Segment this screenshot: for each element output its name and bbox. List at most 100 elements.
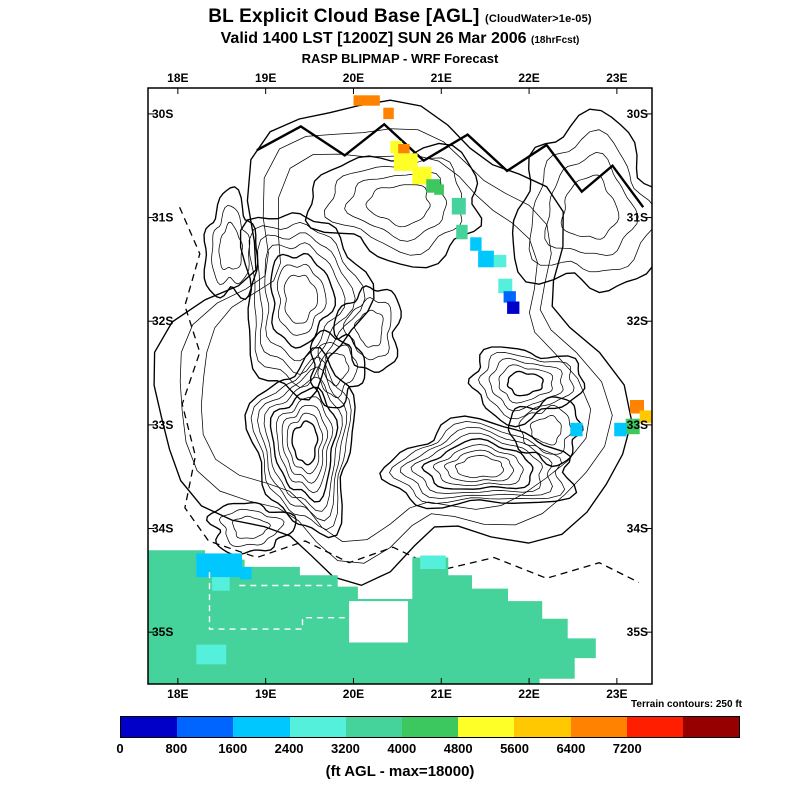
forecast-note: (18hrFcst) <box>531 35 580 46</box>
colorbar-tick-label: 5600 <box>500 741 529 756</box>
lat-tick-label-right: 35S <box>627 625 648 639</box>
header: BL Explicit Cloud Base [AGL] (CloudWater… <box>0 6 800 66</box>
bold-terrain-contour <box>256 122 645 208</box>
cloudbase-cell <box>507 301 520 314</box>
lat-tick-label-right: 30S <box>627 107 648 121</box>
terrain-contour <box>244 346 356 539</box>
terrain-contour <box>281 405 329 484</box>
lat-tick-label-right: 32S <box>627 314 648 328</box>
terrain-contour <box>304 142 483 269</box>
cloudbase-cell <box>383 107 394 120</box>
terrain-contour <box>323 157 463 256</box>
colorbar-segment-2 <box>233 717 290 737</box>
terrain-contour <box>421 438 534 490</box>
cloudbase-cell <box>398 144 410 157</box>
colorbar-segment-0 <box>121 717 178 737</box>
terrain-contour <box>444 449 514 483</box>
terrain-contour <box>153 99 633 587</box>
terrain-contour <box>276 263 327 336</box>
colorbar-segment-5 <box>401 717 459 737</box>
colorbar-tick-label: 0 <box>116 741 124 756</box>
lon-tick-label-top: 22E <box>518 71 539 85</box>
terrain-contour <box>283 274 318 324</box>
terrain-contour <box>511 108 652 294</box>
terrain-contour <box>232 515 271 539</box>
terrain-contour <box>529 415 562 446</box>
lon-tick-label-top: 20E <box>343 71 364 85</box>
terrain-contour <box>317 342 358 398</box>
colorbar-segment-8 <box>570 717 627 737</box>
cloudbase-cell <box>639 410 652 423</box>
terrain-contour <box>218 508 285 547</box>
clear-notch <box>349 601 408 643</box>
cloudbase-cell <box>196 553 242 578</box>
lon-tick-label-bottom: 23E <box>606 687 627 701</box>
lon-tick-label-bottom: 22E <box>518 687 539 701</box>
cloudbase-cell <box>470 237 482 251</box>
lon-tick-label-top: 18E <box>167 71 188 85</box>
valid-time: Valid 1400 LST [1200Z] SUN 26 Mar 2006 <box>220 30 527 47</box>
cloudbase-cell <box>630 400 644 414</box>
cloudbase-cell <box>393 153 418 171</box>
colorbar-segment-6 <box>458 717 515 737</box>
terrain-contour <box>343 297 392 361</box>
cloudbase-cell <box>212 577 230 591</box>
terrain-contour <box>286 412 324 475</box>
terrain-contour <box>454 455 505 479</box>
cloudbase-cell <box>420 555 446 569</box>
cloudbase-cell <box>390 140 402 154</box>
colorbar-tick-label: 4800 <box>443 741 473 756</box>
terrain-contour <box>203 186 259 301</box>
lat-tick-label-left: 34S <box>152 522 173 536</box>
terrain-contour <box>324 352 350 387</box>
terrain-contour <box>353 309 384 348</box>
colorbar-tick-label: 800 <box>165 741 188 756</box>
terrain-contour <box>263 376 343 512</box>
terrain-contour <box>276 396 334 494</box>
terrain-contour <box>269 386 339 503</box>
colorbar-caption: (ft AGL - max=18000) <box>325 763 475 780</box>
dashed-terrain-contour <box>179 206 640 583</box>
cloudbase-cell <box>478 250 494 268</box>
terrain-contour <box>506 370 544 397</box>
terrain-contour <box>365 184 431 228</box>
terrain-contour <box>211 205 251 286</box>
colorbar-segment-3 <box>289 717 346 737</box>
lon-tick-label-top: 19E <box>255 71 276 85</box>
cloudbase-cell <box>614 422 627 437</box>
terrain-contour <box>410 432 543 494</box>
lon-tick-label-bottom: 21E <box>431 687 452 701</box>
colorbar-segment-7 <box>514 717 571 737</box>
lat-tick-label-right: 31S <box>627 211 648 225</box>
cloudbase-cell <box>353 95 380 106</box>
lon-tick-label-top: 21E <box>431 71 452 85</box>
terrain-contour <box>560 174 620 240</box>
colorbar-tick-label: 7200 <box>612 741 642 756</box>
cloudbase-cell <box>494 254 507 268</box>
valid-line: Valid 1400 LST [1200Z] SUN 26 Mar 2006 (… <box>0 30 800 48</box>
terrain-contour <box>379 415 578 510</box>
colorbar-tick-label: 2400 <box>274 741 304 756</box>
cloudbase-cell <box>456 224 468 240</box>
lat-tick-label-left: 32S <box>152 314 173 328</box>
white-dashed-boundary <box>208 572 345 630</box>
terrain-contour <box>205 501 297 556</box>
lat-tick-label-left: 30S <box>152 107 173 121</box>
map-content <box>148 95 652 684</box>
terrain-contour <box>264 242 346 362</box>
title-line: BL Explicit Cloud Base [AGL] (CloudWater… <box>0 6 800 28</box>
cloudbase-cell <box>451 197 466 215</box>
lon-tick-label-bottom: 18E <box>167 687 188 701</box>
cloudbase-cell <box>498 278 513 294</box>
colorbar-tick-label: 6400 <box>556 741 586 756</box>
terrain-contour <box>518 405 572 455</box>
colorbar <box>120 716 740 738</box>
colorbar-segment-4 <box>345 717 402 737</box>
terrain-contour <box>250 356 352 531</box>
terrain-contour <box>488 357 564 412</box>
terrain-contour <box>257 232 356 375</box>
lon-tick-label-top: 23E <box>606 71 627 85</box>
terrain-contour <box>389 421 566 504</box>
cloudbase-cell <box>434 184 444 195</box>
terrain-contour <box>218 221 243 270</box>
